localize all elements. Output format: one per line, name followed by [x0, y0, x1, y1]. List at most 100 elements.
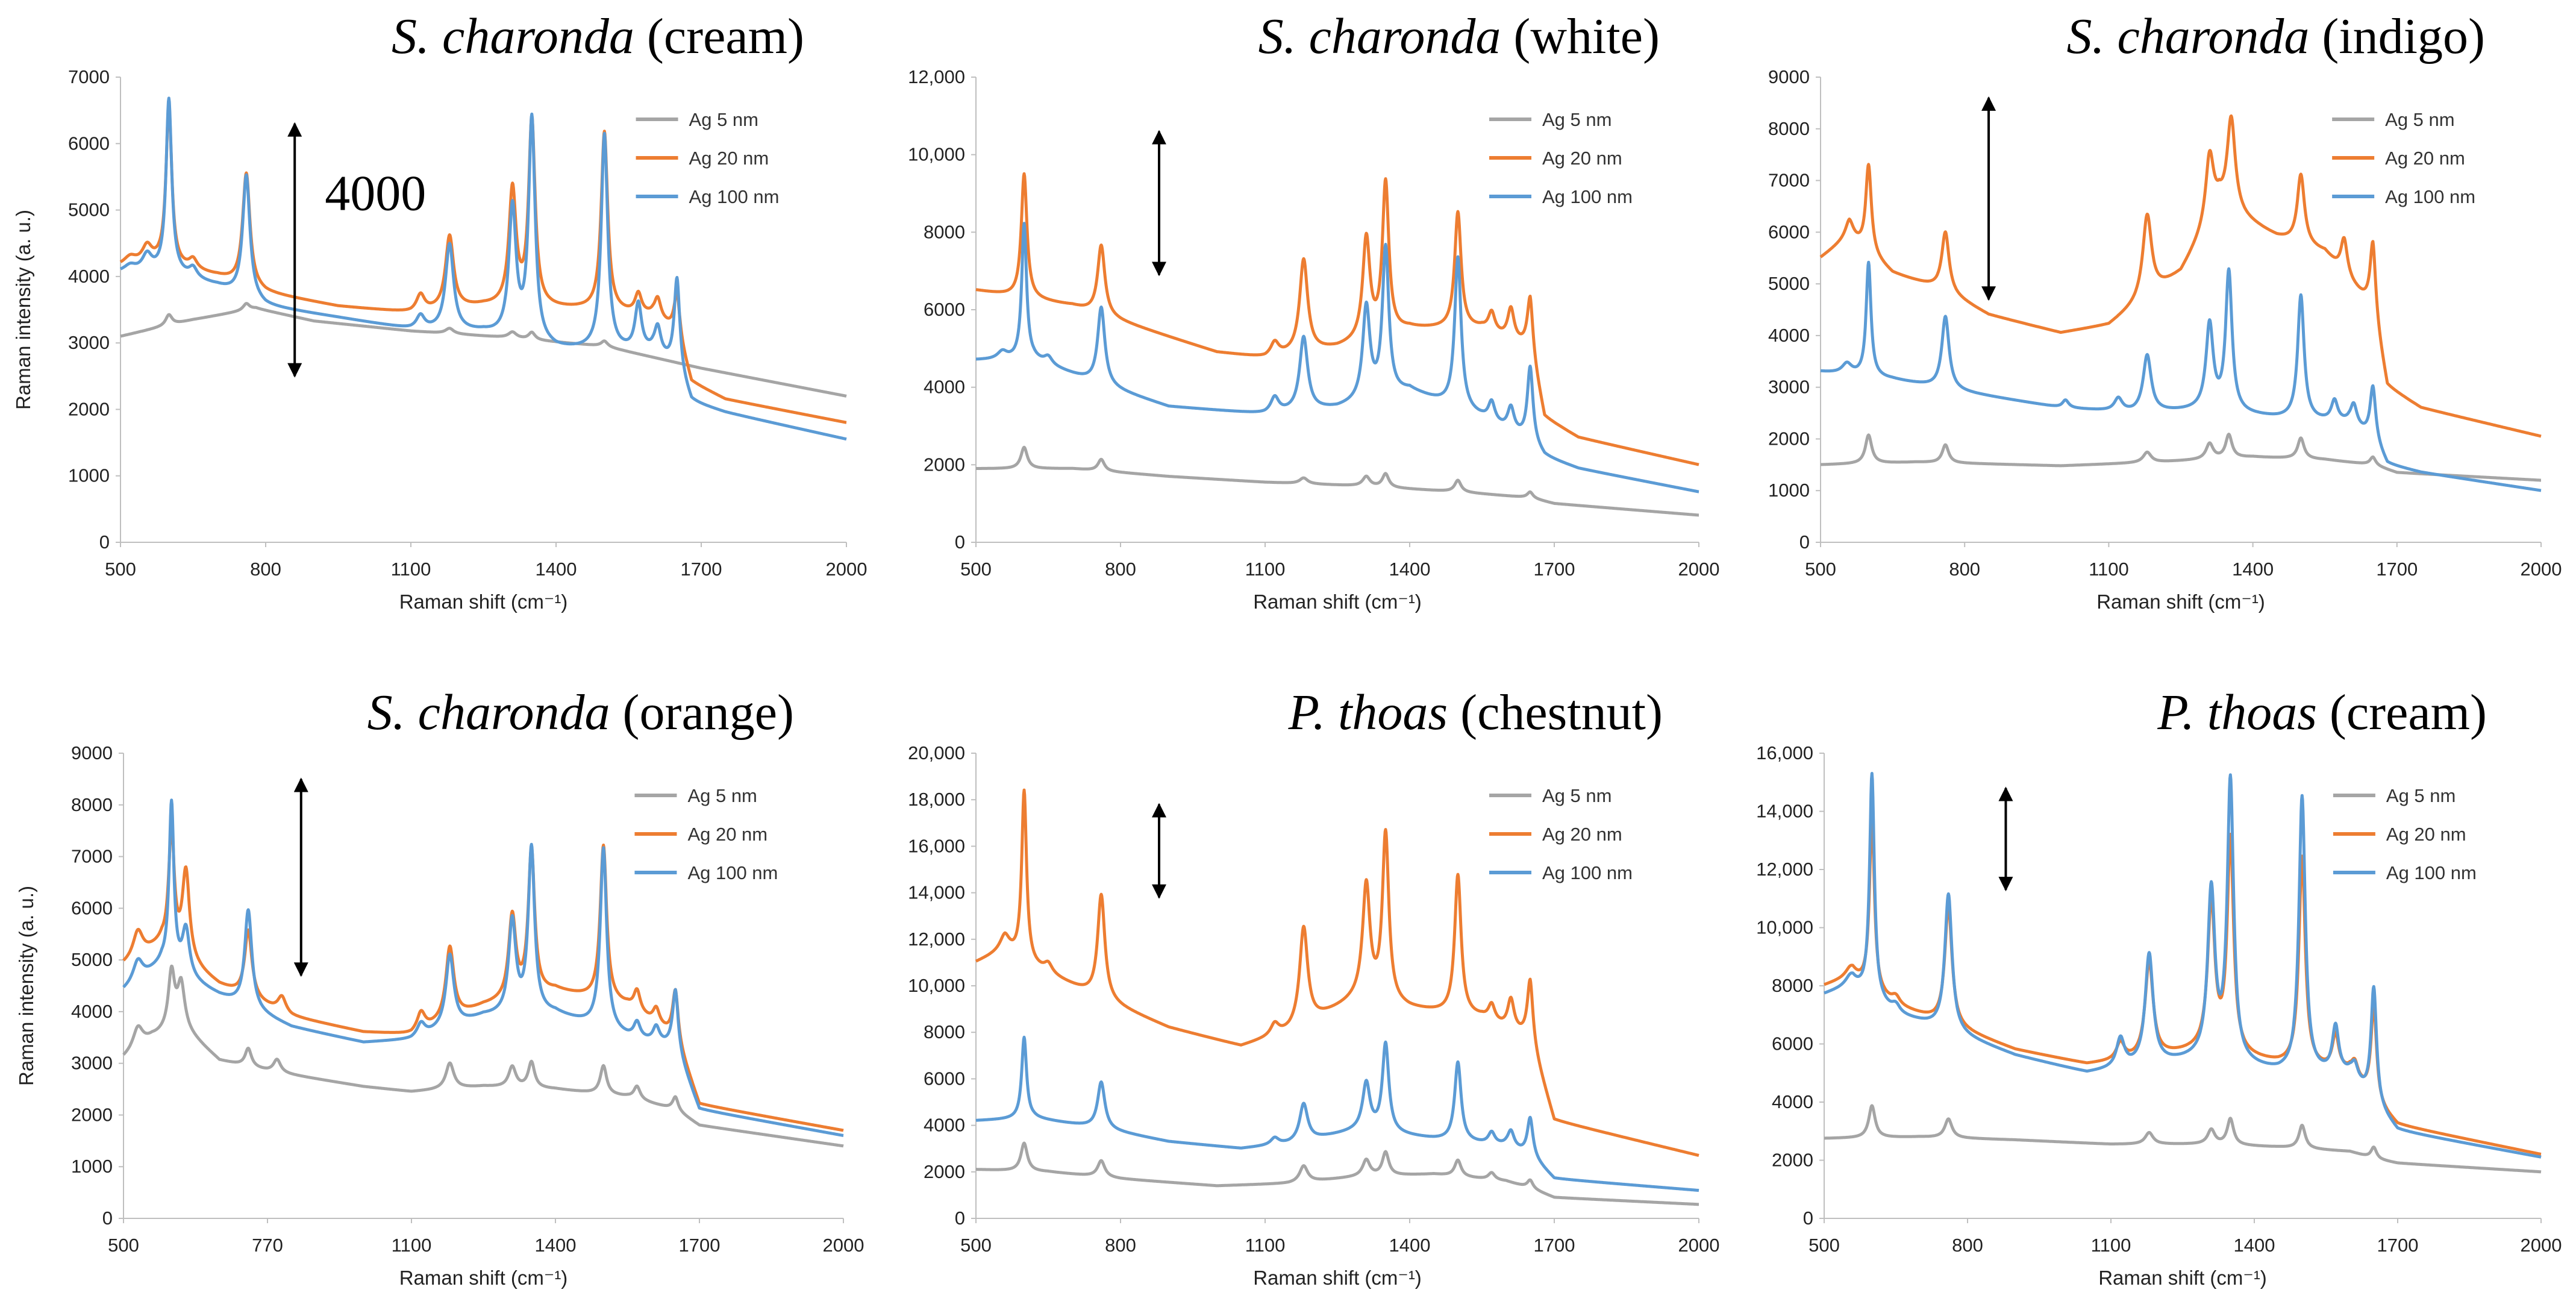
chart-title: P. thoas (cream): [2157, 685, 2487, 741]
x-tick-label: 800: [250, 559, 281, 580]
y-tick-label: 0: [99, 531, 110, 553]
y-tick-label: 2000: [924, 454, 965, 475]
chart-title-species: P. thoas: [2157, 685, 2317, 741]
legend-label: Ag 20 nm: [687, 824, 767, 845]
y-tick-label: 20,000: [908, 742, 965, 763]
x-tick-label: 500: [960, 1235, 992, 1256]
y-tick-label: 8000: [924, 1021, 965, 1042]
chart-title-color: (chestnut): [1448, 685, 1663, 741]
x-tick-label: 770: [252, 1235, 283, 1256]
legend-label: Ag 20 nm: [2386, 824, 2466, 845]
y-tick-label: 1000: [1768, 480, 1810, 501]
y-tick-label: 0: [102, 1208, 113, 1229]
y-tick-label: 8000: [1772, 975, 1813, 996]
x-tick-label: 1700: [2377, 1235, 2419, 1256]
y-tick-label: 8000: [71, 794, 113, 815]
x-tick-label: 1400: [1389, 1235, 1431, 1256]
legend-label: Ag 5 nm: [689, 109, 758, 130]
x-tick-label: 1400: [535, 1235, 577, 1256]
chart-title: P. thoas (chestnut): [1288, 685, 1663, 741]
chart-title-color: (cream): [634, 8, 804, 64]
x-tick-label: 1400: [536, 559, 577, 580]
chart-title: S. charonda (cream): [392, 8, 804, 64]
x-tick-label: 1100: [2089, 559, 2129, 580]
x-tick-label: 1700: [1534, 559, 1575, 580]
x-tick-label: 500: [960, 559, 992, 580]
legend-label: Ag 5 nm: [1542, 785, 1612, 806]
y-tick-label: 0: [1799, 531, 1810, 553]
y-tick-label: 4000: [924, 1115, 965, 1136]
x-axis-label: Raman shift (cm⁻¹): [1253, 591, 1422, 613]
x-tick-label: 1100: [1245, 559, 1286, 580]
y-tick-label: 10,000: [1756, 917, 1813, 938]
y-tick-label: 4000: [68, 266, 110, 287]
chart-panel-6: P. thoas (cream) 0 2000 4000 6000 8000 10,000 1…: [1756, 685, 2562, 1289]
y-tick-label: 9000: [1768, 66, 1810, 87]
chart-title-species: P. thoas: [1288, 685, 1448, 741]
legend-label: Ag 100 nm: [2386, 862, 2477, 883]
series-line-ag-100-nm: [1819, 260, 2542, 492]
series-line-ag-100-nm: [119, 96, 848, 441]
y-tick-label: 4000: [71, 1001, 113, 1022]
legend-label: Ag 20 nm: [689, 148, 769, 169]
series-line-ag-5-nm: [122, 964, 845, 1148]
y-tick-label: 2000: [1772, 1150, 1813, 1171]
legend-label: Ag 100 nm: [2385, 186, 2475, 207]
y-tick-label: 2000: [68, 398, 110, 419]
x-tick-label: 1400: [2232, 559, 2274, 580]
y-tick-label: 12,000: [1756, 859, 1813, 880]
y-axis-label: Raman intensity (a. u.): [15, 886, 37, 1086]
chart-title-species: S. charonda: [367, 685, 610, 741]
y-tick-label: 5000: [68, 199, 110, 221]
chart-title-color: (cream): [2317, 685, 2487, 741]
x-tick-label: 1700: [1534, 1235, 1575, 1256]
y-tick-label: 3000: [68, 332, 110, 353]
x-tick-label: 1100: [1245, 1235, 1286, 1256]
y-tick-label: 2000: [1768, 428, 1810, 449]
y-tick-label: 18,000: [908, 789, 965, 810]
x-tick-label: 2000: [2521, 1235, 2562, 1256]
legend-label: Ag 100 nm: [1542, 186, 1633, 207]
chart-panel-4: S. charonda (orange) 0 1000 2000 3000 4000 500…: [15, 685, 864, 1289]
chart-title-species: S. charonda: [1258, 8, 1501, 64]
x-tick-label: 2000: [1678, 1235, 1720, 1256]
chart-panel-5: P. thoas (chestnut) 0 2000 4000 6000 8000 10,0…: [908, 685, 1719, 1289]
chart-title-species: S. charonda: [392, 8, 634, 64]
y-tick-label: 12,000: [908, 929, 965, 950]
series-line-ag-5-nm: [1819, 433, 2542, 482]
y-tick-label: 7000: [68, 66, 110, 87]
x-tick-label: 800: [1105, 559, 1136, 580]
y-tick-label: 3000: [71, 1053, 113, 1074]
chart-title-color: (orange): [610, 685, 794, 741]
x-tick-label: 2000: [1678, 559, 1720, 580]
series-line-ag-100-nm: [975, 1035, 1700, 1192]
x-tick-label: 1100: [392, 1235, 432, 1256]
chart-title-color: (indigo): [2309, 8, 2485, 64]
y-tick-label: 14,000: [908, 882, 965, 903]
x-tick-label: 1700: [679, 1235, 721, 1256]
x-tick-label: 2000: [2521, 559, 2562, 580]
legend-label: Ag 5 nm: [687, 785, 757, 806]
legend-label: Ag 100 nm: [687, 862, 778, 883]
series-line-ag-100-nm: [975, 222, 1700, 494]
x-tick-label: 500: [105, 559, 136, 580]
series-line-ag-20-nm: [975, 788, 1700, 1157]
series-line-ag-20-nm: [975, 172, 1700, 466]
x-tick-label: 1400: [2234, 1235, 2275, 1256]
y-tick-label: 6000: [71, 897, 113, 918]
y-tick-label: 12,000: [908, 66, 965, 87]
chart-title: S. charonda (orange): [367, 685, 794, 741]
legend-label: Ag 100 nm: [1542, 862, 1633, 883]
y-tick-label: 6000: [1772, 1033, 1813, 1054]
y-tick-label: 2000: [71, 1104, 113, 1125]
legend-label: Ag 20 nm: [1542, 824, 1622, 845]
y-tick-label: 14,000: [1756, 801, 1813, 822]
y-tick-label: 7000: [1768, 170, 1810, 191]
y-tick-label: 7000: [71, 846, 113, 867]
x-tick-label: 1100: [391, 559, 431, 580]
x-tick-label: 800: [1952, 1235, 1983, 1256]
y-tick-label: 4000: [1768, 325, 1810, 346]
y-tick-label: 3000: [1768, 377, 1810, 398]
chart-panel-3: S. charonda (indigo) 0 1000 2000 3000 4000 500…: [1768, 8, 2562, 613]
